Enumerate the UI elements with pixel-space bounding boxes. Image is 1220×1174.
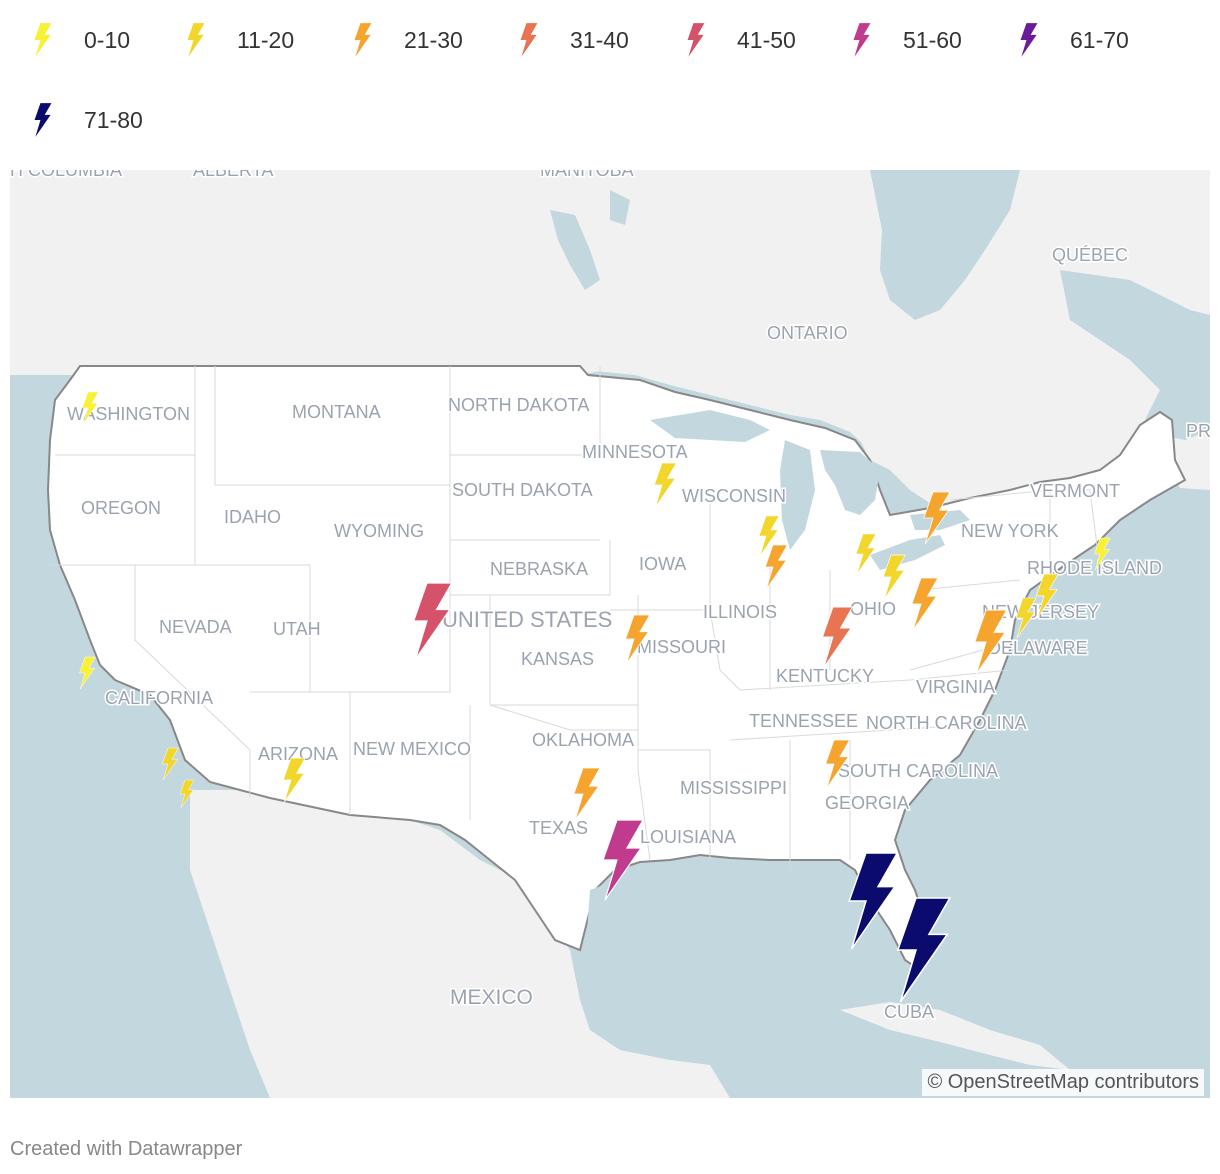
label-montana: MONTANA — [292, 402, 381, 422]
legend-label: 61-70 — [1070, 26, 1129, 53]
label-louisiana: LOUISIANA — [640, 827, 736, 847]
label-south-carolina: SOUTH CAROLINA — [838, 761, 998, 781]
label-british-columbia: H COLUMBIA — [10, 170, 122, 180]
legend-item: 71-80 — [32, 98, 143, 142]
label-oregon: OREGON — [81, 498, 161, 518]
legend-item: 0-10 — [32, 18, 130, 62]
lightning-bolt-icon — [1020, 23, 1038, 57]
legend-label: 31-40 — [570, 26, 629, 53]
baja — [190, 795, 280, 980]
legend-item: 61-70 — [1018, 18, 1129, 62]
footer-credit[interactable]: Created with Datawrapper — [10, 1138, 243, 1160]
map-canvas: H COLUMBIA ALBERTA MANITOBA QUÉBEC ONTAR… — [10, 170, 1210, 1098]
mexico-landmass — [190, 790, 730, 1098]
legend-label: 21-30 — [404, 26, 463, 53]
legend-item: 51-60 — [851, 18, 962, 62]
label-texas: TEXAS — [529, 818, 588, 838]
legend-item: 41-50 — [685, 18, 796, 62]
label-vermont: VERMONT — [1030, 481, 1120, 501]
lightning-bolt-icon — [687, 23, 705, 57]
cuba — [840, 1002, 1070, 1070]
label-virginia: VIRGINIA — [916, 677, 995, 697]
north-lakes — [550, 190, 1210, 440]
legend-item: 11-20 — [185, 18, 294, 62]
label-arizona: ARIZONA — [258, 744, 338, 764]
legend-item: 31-40 — [518, 18, 629, 62]
map-attribution[interactable]: © OpenStreetMap contributors — [922, 1069, 1204, 1096]
legend-item: 21-30 — [352, 18, 463, 62]
lightning-bolt-icon — [853, 23, 871, 57]
label-idaho: IDAHO — [224, 507, 281, 527]
label-mississippi: MISSISSIPPI — [680, 778, 787, 798]
label-new-york: NEW YORK — [961, 521, 1059, 541]
label-california: CALIFORNIA — [105, 688, 213, 708]
map-area[interactable]: H COLUMBIA ALBERTA MANITOBA QUÉBEC ONTAR… — [10, 170, 1210, 1098]
lightning-bolt-icon — [187, 23, 205, 57]
lightning-bolt-icon — [34, 23, 52, 57]
marker-11-20[interactable] — [161, 747, 179, 781]
label-ontario: ONTARIO — [767, 323, 848, 343]
label-mexico: MEXICO — [450, 986, 533, 1009]
label-ohio: OHIO — [850, 599, 896, 619]
legend-label: 0-10 — [84, 26, 131, 53]
lightning-bolt-icon — [354, 23, 372, 57]
label-kansas: KANSAS — [521, 649, 594, 669]
label-illinois: ILLINOIS — [703, 602, 777, 622]
marker-0-10[interactable] — [79, 656, 96, 690]
legend-label: 71-80 — [84, 106, 143, 133]
label-tennessee: TENNESSEE — [749, 711, 858, 731]
legend-label: 11-20 — [237, 26, 295, 53]
legend-label: 51-60 — [903, 26, 962, 53]
label-united-states: UNITED STATES — [442, 607, 612, 632]
label-delaware: DELAWARE — [988, 638, 1088, 658]
label-cuba: CUBA — [884, 1002, 934, 1022]
legend-label: 41-50 — [737, 26, 796, 53]
label-georgia: GEORGIA — [825, 793, 909, 813]
gulf-of-mexico — [585, 870, 905, 1040]
label-new-mexico: NEW MEXICO — [353, 739, 471, 759]
label-iowa: IOWA — [639, 554, 686, 574]
label-pr: PR — [1186, 421, 1210, 441]
map-labels: H COLUMBIA ALBERTA MANITOBA QUÉBEC ONTAR… — [10, 170, 1210, 1024]
label-north-dakota: NORTH DAKOTA — [448, 395, 589, 415]
label-manitoba: MANITOBA — [540, 170, 634, 180]
label-wisconsin: WISCONSIN — [682, 486, 786, 506]
label-nevada: NEVADA — [159, 617, 232, 637]
label-oklahoma: OKLAHOMA — [532, 730, 634, 750]
label-washington: WASHINGTON — [67, 404, 190, 424]
great-lakes — [650, 410, 970, 570]
hudson-bay — [870, 170, 1020, 320]
label-alberta: ALBERTA — [193, 170, 273, 180]
label-missouri: MISSOURI — [637, 637, 726, 657]
label-kentucky: KENTUCKY — [776, 666, 874, 686]
label-wyoming: WYOMING — [334, 521, 424, 541]
label-quebec: QUÉBEC — [1052, 245, 1128, 265]
label-south-dakota: SOUTH DAKOTA — [452, 480, 593, 500]
map-legend: 0-10 11-20 21-30 31-40 41-50 51-60 61-70… — [0, 0, 1220, 165]
label-north-carolina: NORTH CAROLINA — [866, 713, 1027, 733]
label-rhode-island: RHODE ISLAND — [1027, 558, 1162, 578]
lightning-bolt-icon — [520, 23, 538, 57]
lightning-bolt-icon — [34, 103, 52, 137]
label-utah: UTAH — [273, 619, 321, 639]
label-nebraska: NEBRASKA — [490, 559, 588, 579]
label-minnesota: MINNESOTA — [582, 442, 688, 462]
